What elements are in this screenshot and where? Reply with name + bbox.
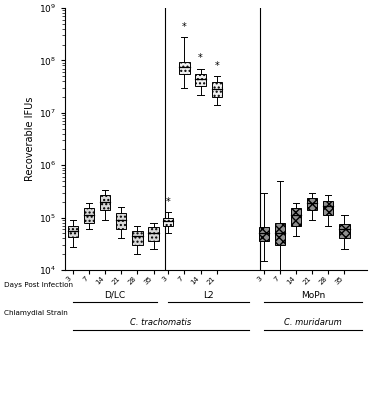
Bar xyxy=(68,226,78,237)
Bar xyxy=(339,224,350,238)
Bar xyxy=(179,62,190,74)
Bar xyxy=(258,228,269,242)
Text: C. trachomatis: C. trachomatis xyxy=(130,318,191,327)
Bar xyxy=(212,82,222,97)
Y-axis label: Recoverable IFUs: Recoverable IFUs xyxy=(25,97,35,181)
Bar xyxy=(196,74,206,86)
Text: *: * xyxy=(182,22,187,32)
Bar xyxy=(100,195,110,210)
Text: *: * xyxy=(214,61,219,71)
Bar xyxy=(116,214,126,229)
Text: C. muridarum: C. muridarum xyxy=(284,318,342,327)
Text: Chlamydial Strain: Chlamydial Strain xyxy=(4,310,67,316)
Text: Days Post Infection: Days Post Infection xyxy=(4,282,73,288)
Text: MoPn: MoPn xyxy=(301,291,325,300)
Bar xyxy=(307,198,317,210)
Bar xyxy=(148,228,159,242)
Bar xyxy=(291,208,301,226)
Text: L2: L2 xyxy=(203,291,214,300)
Bar xyxy=(84,208,94,223)
Text: *: * xyxy=(198,54,203,64)
Bar xyxy=(275,223,285,245)
Text: *: * xyxy=(166,196,171,206)
Bar xyxy=(132,231,142,245)
Text: D/LC: D/LC xyxy=(104,291,125,300)
Bar xyxy=(163,218,174,226)
Bar xyxy=(323,201,334,216)
